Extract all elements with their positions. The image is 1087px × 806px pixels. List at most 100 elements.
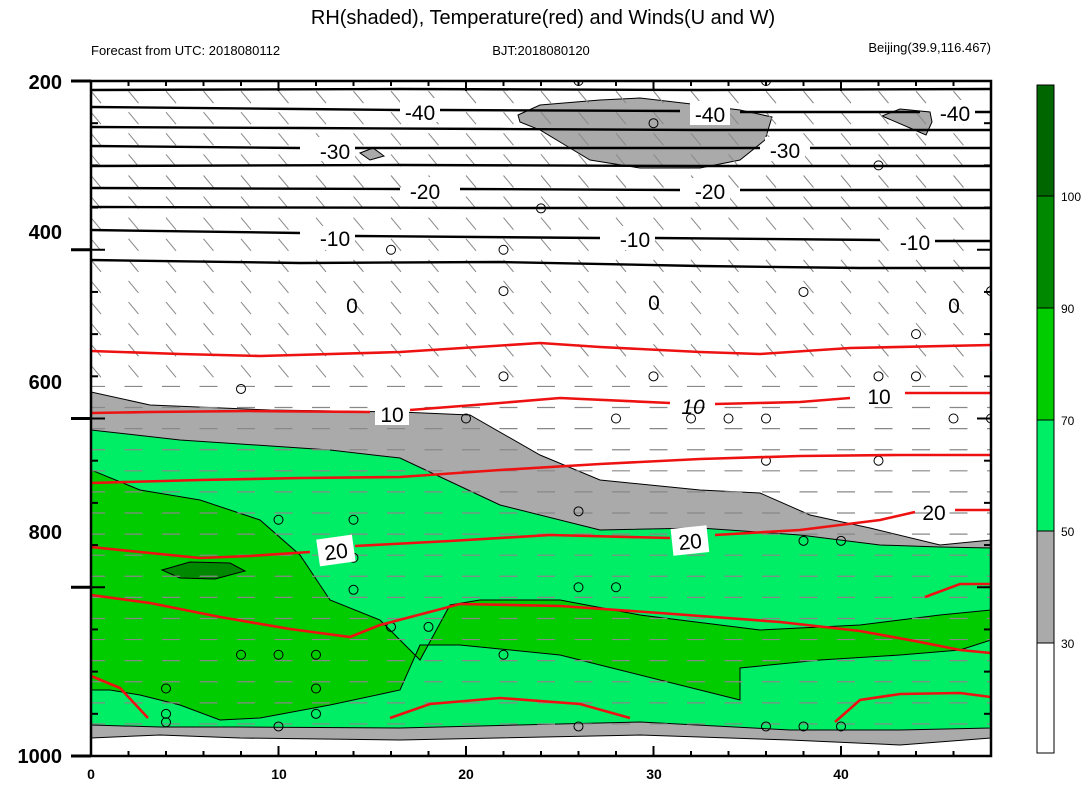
wind-barb: [878, 259, 889, 273]
wind-barb: [615, 111, 627, 125]
wind-barb: [503, 175, 514, 188]
wind-barb: [165, 322, 177, 336]
wind-barb: [240, 365, 252, 378]
wind-barb: [128, 343, 139, 357]
calm-wind-circle: [611, 413, 621, 424]
wind-barb: [990, 238, 991, 240]
wind-barb: [240, 217, 252, 231]
wind-barb: [803, 154, 814, 167]
wind-barb: [690, 132, 702, 146]
y-tick-label: 600: [29, 372, 62, 394]
calm-wind-circle: [386, 244, 396, 255]
wind-barb: [840, 111, 852, 125]
wind-barb: [990, 280, 991, 282]
wind-barb: [990, 91, 991, 92]
wind-barb: [203, 217, 214, 231]
wind-barb: [728, 90, 739, 104]
wind-barb: [953, 365, 964, 378]
wind-barb: [765, 280, 777, 294]
wind-barb: [503, 322, 514, 336]
wind-barb: [690, 217, 702, 231]
wind-barb: [390, 301, 402, 315]
wind-barb: [990, 259, 991, 261]
wind-barb: [203, 238, 214, 252]
wind-barb: [990, 344, 991, 346]
wind-barb: [91, 175, 102, 188]
wind-barb: [803, 238, 814, 252]
wind-barb: [653, 365, 664, 378]
wind-barb: [540, 238, 552, 252]
wind-barb: [840, 322, 852, 336]
rh-green-region: [91, 469, 991, 721]
wind-barb: [128, 238, 139, 252]
wind-barb: [878, 154, 889, 167]
wind-barb: [840, 365, 852, 378]
wind-barb: [915, 280, 927, 294]
calm-wind-circle: [498, 286, 509, 297]
wind-barb: [503, 301, 514, 315]
wind-barb: [953, 259, 964, 273]
wind-barb: [315, 322, 327, 336]
wind-barb: [990, 217, 991, 219]
wind-barb: [503, 217, 514, 231]
calm-wind-circle: [798, 535, 809, 546]
wind-barb: [240, 111, 252, 125]
wind-barb: [465, 175, 477, 188]
colorbar-box-2: [1036, 195, 1055, 309]
wind-barb: [203, 365, 214, 378]
wind-barb: [878, 111, 889, 125]
svg-text:20: 20: [677, 530, 703, 555]
wind-barb: [990, 175, 991, 177]
svg-text:-20: -20: [410, 181, 440, 204]
svg-text:-30: -30: [770, 140, 800, 163]
wind-barb: [953, 322, 964, 336]
wind-barb: [353, 238, 364, 252]
wind-barb: [878, 301, 889, 315]
wind-barb: [91, 301, 102, 315]
wind-barb: [465, 90, 477, 104]
calm-wind-circle: [911, 329, 921, 340]
wind-barb: [615, 343, 627, 357]
wind-barb: [653, 280, 664, 294]
wind-barb: [803, 322, 814, 336]
svg-text:10: 10: [867, 386, 890, 409]
wind-barb: [840, 280, 852, 294]
wind-barb: [803, 175, 814, 188]
wind-barb: [578, 365, 589, 378]
svg-text:10: 10: [681, 396, 705, 419]
rh-gray-patch-3: [358, 147, 386, 161]
svg-text:20: 20: [922, 502, 945, 525]
wind-barb: [915, 175, 927, 188]
wind-barb: [128, 259, 139, 273]
wind-barb: [503, 280, 514, 294]
wind-barb: [465, 322, 477, 336]
wind-barb: [578, 322, 589, 336]
wind-barb: [540, 132, 552, 146]
wind-barb: [915, 132, 927, 146]
wind-barb: [278, 322, 289, 336]
wind-barb: [653, 154, 664, 167]
wind-barb: [353, 280, 364, 294]
wind-barb: [878, 238, 889, 252]
wind-barb: [390, 90, 402, 104]
wind-barb: [128, 301, 139, 315]
wind-barb: [915, 154, 927, 167]
svg-text:-10: -10: [900, 232, 930, 255]
wind-barb: [615, 280, 627, 294]
wind-barb: [953, 217, 964, 231]
wind-barb: [390, 322, 402, 336]
wind-barb: [165, 132, 177, 146]
wind-barb: [353, 365, 364, 378]
wind-barb: [765, 90, 777, 104]
x-tick-label: 30: [646, 766, 662, 782]
contour-labels: -40 -40 -40 -30 -30 -20 -20 -10 -10 -10 …: [315, 98, 975, 567]
rh-gray-patch-2: [880, 108, 933, 136]
wind-barb: [840, 154, 852, 167]
wind-barb: [878, 175, 889, 188]
calm-wind-circle: [236, 383, 246, 394]
wind-barb: [203, 132, 214, 146]
wind-barb: [428, 132, 439, 146]
wind-barb: [915, 196, 927, 209]
wind-barb: [878, 280, 889, 294]
wind-barb: [465, 343, 477, 357]
